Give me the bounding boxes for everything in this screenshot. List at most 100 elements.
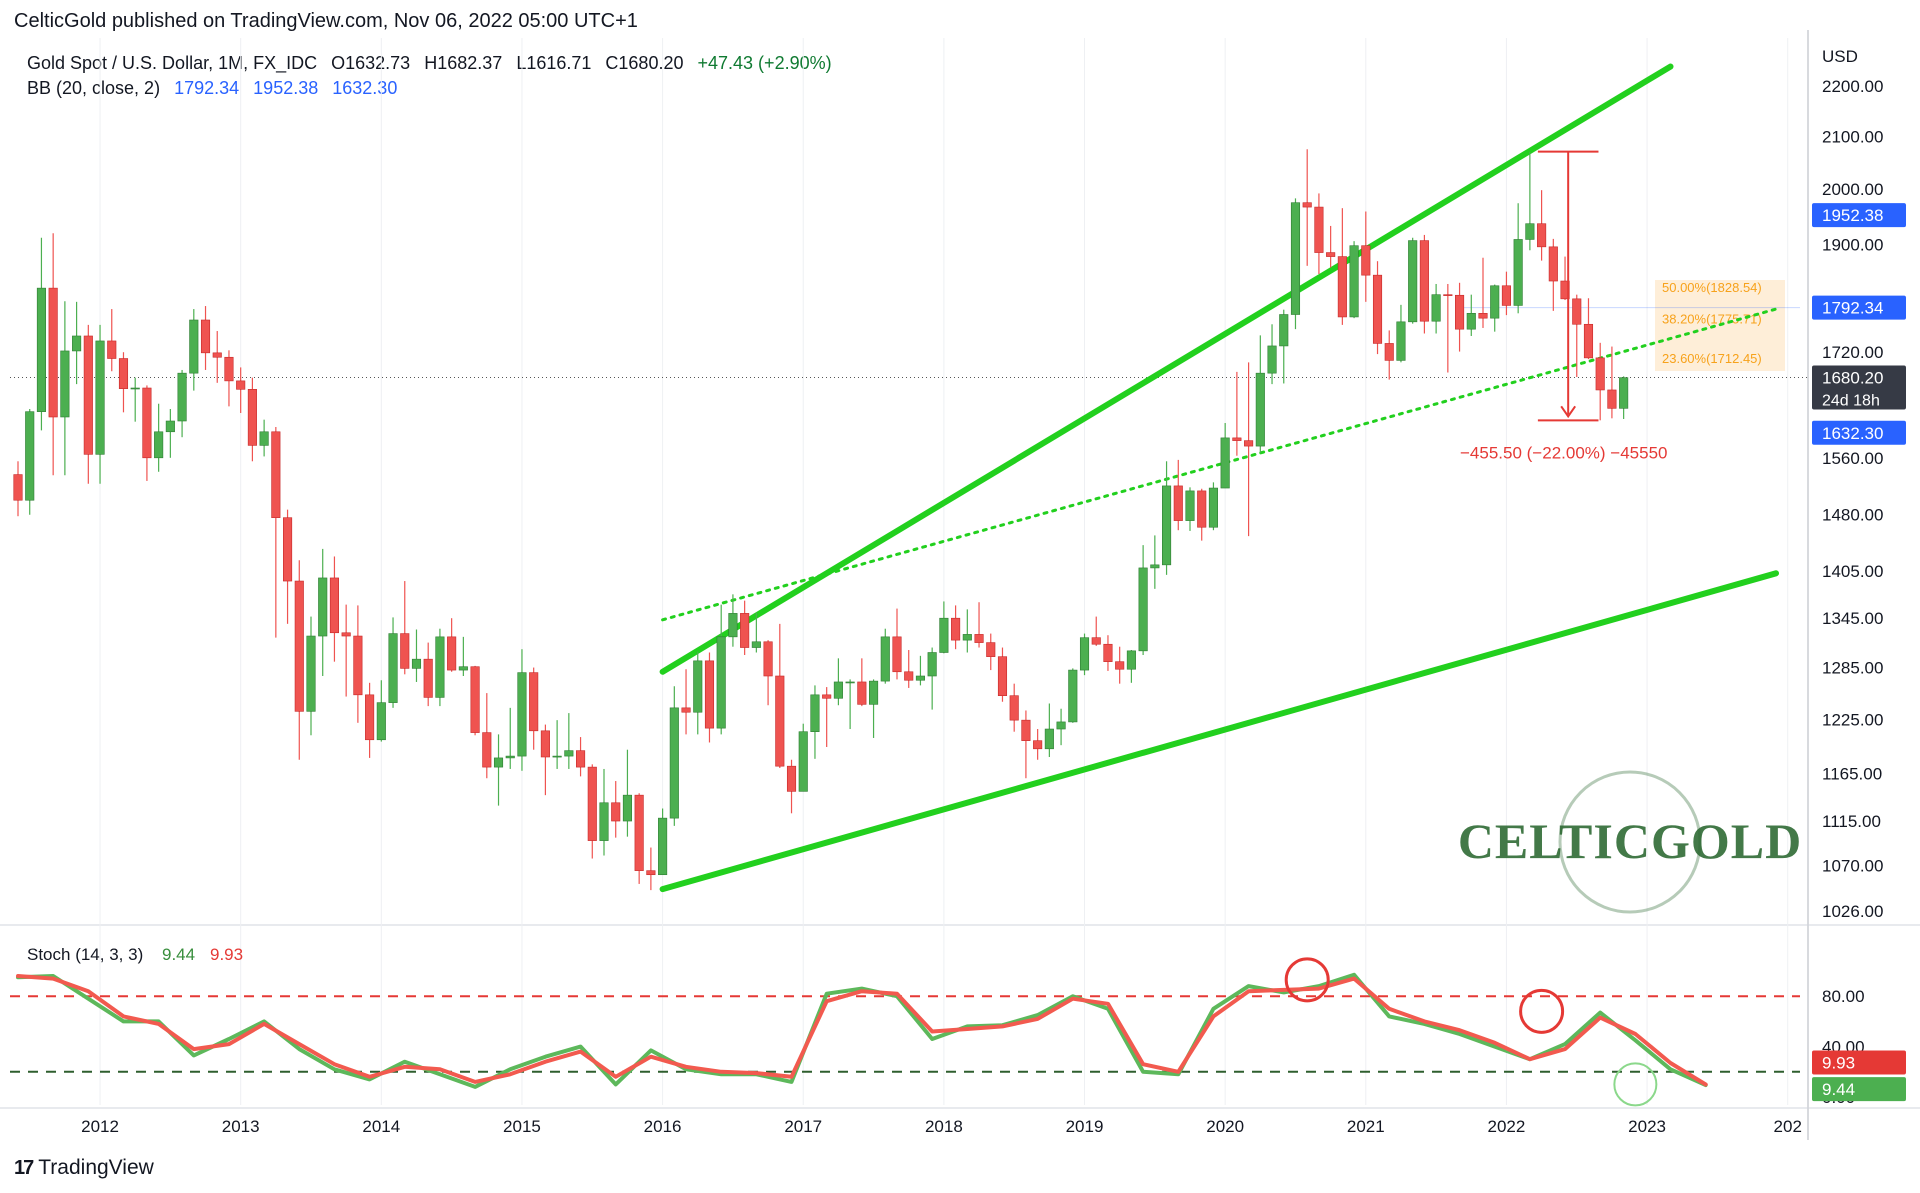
- candle-body: [786, 765, 797, 792]
- candle-body: [72, 335, 82, 352]
- candle-body: [927, 652, 937, 677]
- stoch-k-badge: [1812, 1077, 1906, 1102]
- celticgold-watermark: CELTICGOLD: [1458, 813, 1802, 869]
- candle-body: [1595, 357, 1605, 391]
- time-tick: 2012: [81, 1117, 119, 1136]
- time-tick: 2023: [1628, 1117, 1666, 1136]
- candle-body: [634, 794, 644, 871]
- ohlc-low: L1616.71: [516, 53, 592, 73]
- candle-body: [482, 732, 492, 768]
- candle-body: [423, 658, 433, 698]
- candle-body: [118, 358, 129, 389]
- candle-body: [1290, 202, 1301, 315]
- candle-body: [845, 681, 855, 684]
- candle-body: [236, 380, 246, 390]
- candle-body: [25, 411, 35, 501]
- candle-body: [1126, 650, 1136, 670]
- candle-body: [1173, 485, 1183, 521]
- stoch-k-value: 9.44: [162, 945, 195, 964]
- candle-body: [1466, 312, 1476, 330]
- candle-body: [622, 794, 632, 822]
- candle-body: [36, 287, 46, 412]
- candle-body: [658, 817, 668, 876]
- time-tick: 2018: [925, 1117, 963, 1136]
- candle-body: [388, 633, 398, 703]
- candle-body: [353, 635, 363, 696]
- time-tick: 2022: [1488, 1117, 1526, 1136]
- ohlc-open: O1632.73: [331, 53, 411, 73]
- time-tick: 2015: [503, 1117, 541, 1136]
- candle-body: [48, 287, 58, 418]
- candle-body: [1431, 294, 1441, 322]
- candle-body: [1044, 728, 1054, 750]
- fib-level-label: 38.20%(1775.71): [1662, 312, 1762, 327]
- candle-body: [1056, 721, 1066, 730]
- candle-body: [259, 431, 269, 446]
- ohlc-close: C1680.20: [605, 53, 684, 73]
- tradingview-brand: TradingView: [38, 1156, 154, 1179]
- candle-body: [470, 666, 480, 733]
- candle-body: [869, 680, 879, 705]
- candle-body: [1244, 440, 1254, 447]
- candle-body: [1396, 321, 1406, 361]
- candle-body: [1150, 564, 1160, 569]
- candle-body: [576, 750, 586, 768]
- candle-body: [1232, 437, 1242, 441]
- candle-body: [165, 420, 175, 433]
- candle-body: [833, 681, 843, 699]
- price-tick: 1285.00: [1822, 659, 1883, 678]
- tradingview-footer: 17 TradingView: [14, 1156, 154, 1180]
- candle-body: [1455, 294, 1465, 330]
- time-tick: 2016: [644, 1117, 682, 1136]
- price-tick: 1560.00: [1822, 449, 1883, 468]
- candle-body: [1021, 719, 1031, 741]
- candle-body: [1548, 246, 1558, 282]
- price-tick: 1900.00: [1822, 236, 1883, 255]
- candle-body: [1068, 669, 1078, 723]
- candle-body: [247, 389, 257, 446]
- time-tick: 2017: [784, 1117, 822, 1136]
- stoch-d-badge: [1812, 1050, 1906, 1075]
- price-tick: 1225.00: [1822, 710, 1883, 729]
- price-axis-badge-text: 1632.30: [1822, 424, 1883, 443]
- candle-body: [283, 517, 293, 582]
- drawdown-arrowhead: [1560, 405, 1576, 419]
- candle-body: [810, 694, 820, 733]
- candle-body: [435, 636, 445, 698]
- candle-body: [1009, 695, 1019, 721]
- price-tick: 1165.00: [1822, 765, 1882, 784]
- price-axis-badge-bb_lower: [1812, 420, 1906, 445]
- stoch-d-value: 9.93: [210, 945, 243, 964]
- candle-body: [529, 672, 539, 732]
- candle-body: [411, 658, 422, 669]
- candle-body: [1302, 202, 1312, 208]
- candle-body: [1220, 437, 1230, 489]
- price-tick: 1345.00: [1822, 609, 1883, 628]
- candle-body: [447, 636, 457, 671]
- candle-body: [1607, 389, 1617, 409]
- candle-body: [822, 694, 832, 699]
- candle-body: [1583, 323, 1594, 359]
- bb-upper-value: 1952.38: [253, 78, 319, 98]
- stoch-peak-marker: [1284, 957, 1330, 1003]
- candle-body: [587, 766, 597, 841]
- candle-body: [1572, 298, 1582, 325]
- candle-body: [915, 675, 925, 681]
- price-axis-badge-last: [1812, 365, 1906, 410]
- candle-body: [740, 613, 750, 648]
- candle-body: [1079, 637, 1090, 671]
- price-tick: 1026.00: [1822, 902, 1883, 921]
- candle-body: [751, 641, 761, 648]
- candle-body: [1408, 240, 1418, 323]
- candle-body: [200, 319, 211, 354]
- candle-body: [517, 672, 527, 757]
- candle-body: [1490, 285, 1500, 319]
- stoch-d-line: [16, 974, 1708, 1087]
- candle-body: [1162, 485, 1172, 566]
- price-axis-badge-text: 1680.20: [1822, 369, 1883, 388]
- candle-body: [1138, 567, 1148, 652]
- channel-upper-line: [659, 63, 1674, 675]
- candle-body: [1372, 274, 1383, 344]
